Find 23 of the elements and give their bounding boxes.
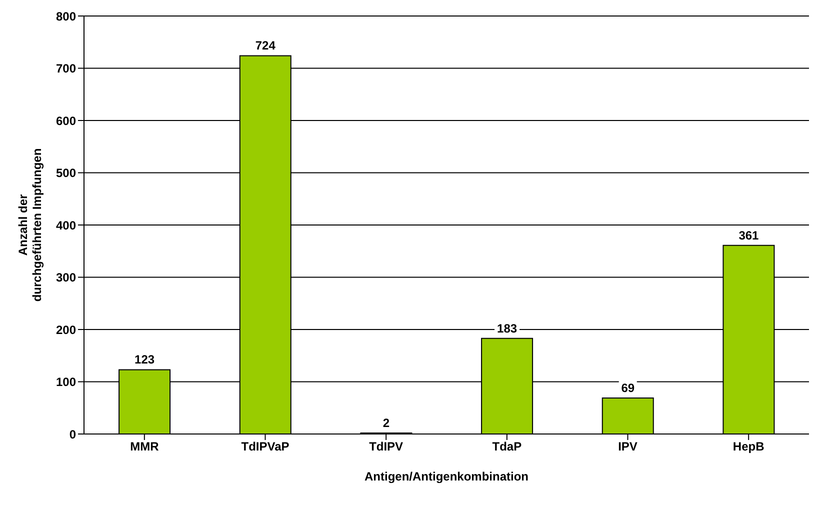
x-tick-label: IPV <box>618 440 638 454</box>
data-label: 123 <box>134 352 155 367</box>
y-tick-label: 200 <box>56 322 76 337</box>
data-label: 724 <box>255 38 276 53</box>
y-tick-label: 100 <box>56 375 76 390</box>
data-label: 2 <box>382 416 390 430</box>
x-axis-title: Antigen/Antigenkombination <box>364 470 528 484</box>
y-tick-label: 600 <box>56 114 76 128</box>
data-label: 183 <box>497 321 518 336</box>
data-label: 361 <box>738 228 760 242</box>
data-label: 69 <box>621 380 635 395</box>
y-tick-label: 300 <box>56 270 76 285</box>
x-tick-label: MMR <box>130 440 160 454</box>
x-tick-label: HepB <box>732 440 765 454</box>
x-tick-label: TdIPV <box>369 440 404 454</box>
y-tick-label: 0 <box>69 427 76 442</box>
y-tick-label: 400 <box>56 218 76 232</box>
x-tick-label: TdaP <box>492 440 522 454</box>
x-tick-label: TdIPVaP <box>241 440 290 454</box>
y-tick-label: 700 <box>56 62 76 76</box>
y-axis-title: Anzahl der durchgeführten Impfungen <box>16 148 44 302</box>
y-tick-label: 800 <box>56 9 76 24</box>
y-tick-label: 500 <box>56 166 76 180</box>
